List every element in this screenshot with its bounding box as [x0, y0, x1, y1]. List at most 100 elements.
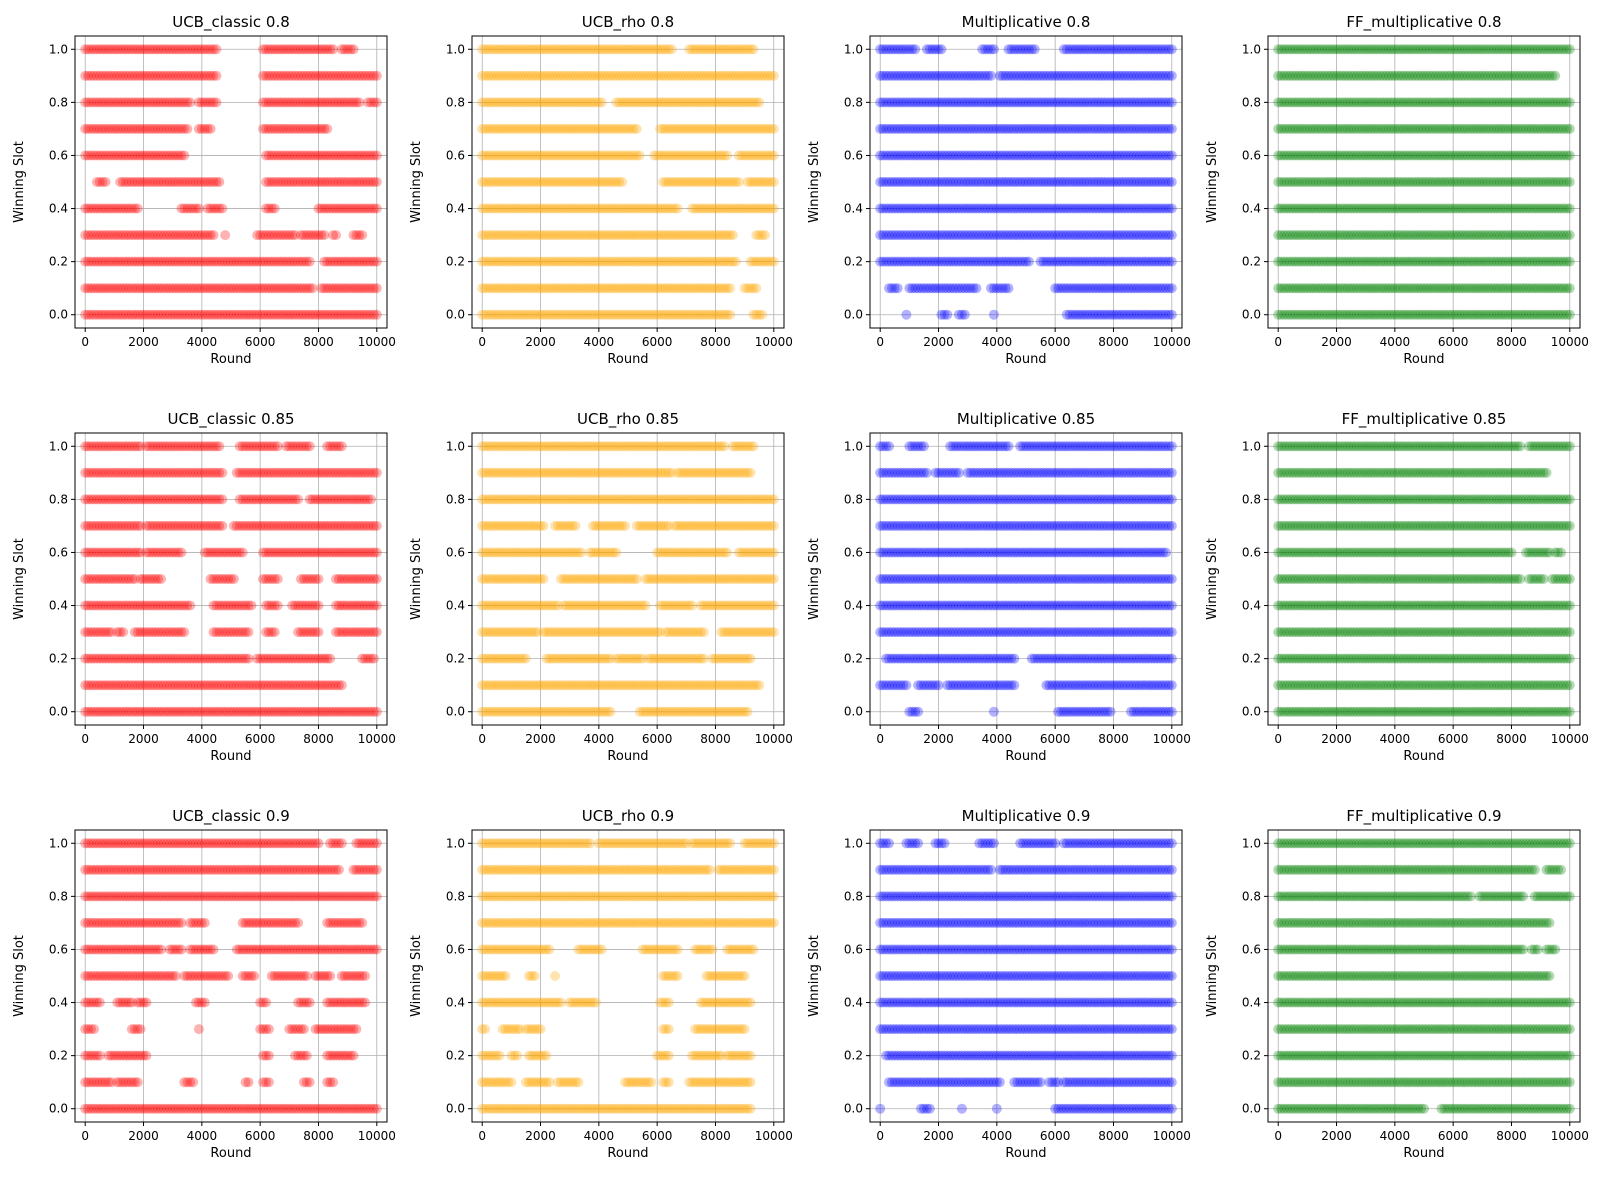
data-point: [1556, 97, 1566, 108]
data-point: [486, 177, 496, 187]
data-point: [701, 150, 712, 161]
data-point: [1296, 97, 1307, 108]
data-point: [754, 203, 765, 214]
data-point: [1091, 177, 1101, 187]
data-point: [336, 309, 347, 320]
data-point: [293, 520, 304, 531]
data-point: [884, 203, 894, 214]
data-point: [1023, 230, 1034, 241]
data-point: [1009, 97, 1020, 108]
data-point: [129, 574, 140, 584]
data-point: [275, 520, 286, 531]
data-point: [555, 150, 566, 161]
data-point: [228, 600, 239, 611]
y-tick-label: 0.0: [49, 308, 68, 322]
data-point: [261, 283, 271, 294]
data-point: [1284, 150, 1295, 161]
data-point: [693, 230, 703, 241]
data-point: [486, 70, 496, 81]
data-point: [176, 627, 187, 638]
data-point: [112, 627, 123, 638]
data-point: [878, 123, 889, 134]
data-point: [1029, 230, 1040, 241]
data-point: [1290, 283, 1301, 294]
data-point: [1381, 150, 1392, 161]
data-point: [188, 309, 199, 320]
data-point: [196, 309, 207, 320]
data-point: [1451, 256, 1462, 267]
data-point: [1459, 256, 1470, 267]
data-point: [646, 230, 657, 241]
data-point: [1401, 70, 1412, 81]
data-point: [532, 177, 543, 187]
data-point: [261, 653, 271, 664]
data-point: [1392, 230, 1403, 241]
data-point: [185, 653, 196, 664]
data-point: [293, 70, 304, 81]
data-point: [214, 520, 225, 531]
data-point: [316, 44, 327, 55]
data-point: [1120, 97, 1131, 108]
data-point: [1166, 123, 1177, 134]
data-point: [202, 230, 213, 241]
data-point: [655, 309, 666, 320]
data-point: [1351, 283, 1362, 294]
data-point: [83, 309, 94, 320]
data-point: [1489, 70, 1499, 81]
data-point: [153, 256, 164, 267]
data-point: [118, 177, 129, 187]
data-point: [325, 256, 336, 267]
data-point: [1384, 44, 1394, 55]
data-point: [1105, 70, 1116, 81]
data-point: [1155, 283, 1166, 294]
data-point: [1442, 177, 1453, 187]
data-point: [126, 441, 137, 452]
data-point: [1282, 203, 1292, 214]
data-point: [307, 309, 318, 320]
data-point: [246, 600, 257, 611]
data-point: [126, 44, 137, 55]
data-point: [1491, 123, 1502, 134]
data-point: [608, 256, 619, 267]
data-point: [1079, 203, 1090, 214]
data-point: [164, 177, 175, 187]
data-point: [1003, 177, 1014, 187]
data-point: [167, 123, 178, 134]
data-point: [988, 123, 999, 134]
data-point: [121, 467, 131, 478]
data-point: [141, 256, 152, 267]
data-point: [109, 680, 120, 691]
data-point: [1553, 203, 1564, 214]
data-point: [1559, 256, 1569, 267]
data-point: [1009, 123, 1020, 134]
data-point: [1061, 256, 1072, 267]
data-point: [313, 547, 324, 558]
data-point: [1497, 256, 1508, 267]
data-point: [971, 123, 982, 134]
data-point: [1319, 123, 1330, 134]
data-point: [258, 230, 269, 241]
data-point: [170, 44, 181, 55]
data-point: [91, 520, 102, 531]
data-point: [1117, 150, 1128, 161]
data-point: [293, 283, 304, 294]
data-point: [275, 150, 286, 161]
data-point: [322, 44, 333, 55]
data-point: [363, 283, 373, 294]
data-point: [713, 203, 724, 214]
data-point: [643, 230, 654, 241]
data-point: [1550, 123, 1561, 134]
data-point: [494, 177, 505, 187]
data-point: [1462, 70, 1473, 81]
data-point: [1276, 97, 1287, 108]
data-point: [263, 309, 274, 320]
data-point: [351, 627, 362, 638]
data-point: [83, 97, 94, 108]
data-point: [518, 256, 528, 267]
data-point: [112, 203, 123, 214]
data-point: [1526, 44, 1537, 55]
data-point: [164, 123, 175, 134]
data-point: [1091, 283, 1101, 294]
data-point: [695, 123, 706, 134]
x-tick-label: 6000: [642, 335, 673, 349]
